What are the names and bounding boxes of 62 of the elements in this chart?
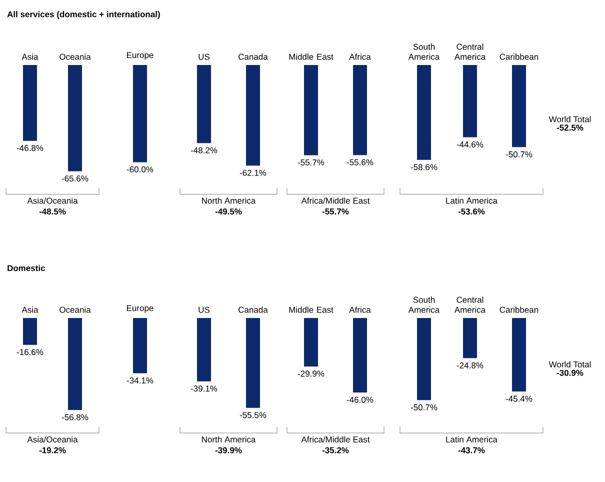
annotation: World Total: [548, 361, 591, 368]
text: -49.5%: [215, 208, 242, 214]
text: -48.5%: [39, 208, 66, 214]
text: Asia/Oceania: [27, 436, 78, 442]
x-tick-label: Europe: [126, 52, 154, 60]
data-label: -50.7%: [506, 151, 532, 158]
text: -35.2%: [322, 447, 349, 454]
text: -52.5%: [556, 124, 584, 131]
data-label: -16.6%: [16, 349, 44, 356]
data-label: -46.8%: [16, 145, 44, 152]
text: -30.9%: [556, 370, 584, 376]
data-label: -44.6%: [456, 141, 484, 148]
data-label: -56.8%: [62, 414, 88, 420]
x-tick-label: Oceania: [60, 54, 91, 60]
x-tick-label: US: [198, 306, 210, 313]
data-label: -62.1%: [240, 170, 266, 176]
data-label: -55.6%: [346, 159, 374, 166]
data-label: -50.7%: [410, 404, 438, 410]
data-label: -45.4%: [506, 396, 532, 402]
x-tick-label: Africa: [349, 54, 371, 60]
chart-title: Domestic: [8, 264, 46, 272]
data-label: -46.0%: [346, 396, 374, 403]
text: -43.7%: [458, 447, 485, 454]
x-tick-label: Middle East: [289, 306, 334, 313]
data-label: -48.2%: [190, 147, 218, 154]
text: -53.6%: [458, 208, 485, 215]
text: Asia/Oceania: [27, 197, 78, 204]
x-tick-label: Canada: [238, 306, 268, 313]
data-label: -58.6%: [410, 164, 438, 170]
x-tick-label: Middle East: [289, 54, 334, 60]
chart-title: All services (domestic + international): [7, 11, 160, 19]
data-label: -29.9%: [298, 370, 324, 377]
data-label: -60.0%: [126, 166, 154, 172]
x-tick-label: Africa: [349, 306, 371, 313]
data-label: -65.6%: [62, 175, 88, 182]
data-label: -39.1%: [190, 386, 218, 392]
x-tick-label: Central America: [454, 296, 486, 313]
x-tick-label: Asia: [22, 306, 38, 313]
data-label: -24.8%: [456, 362, 484, 368]
x-tick-label: US: [198, 54, 210, 60]
x-tick-label: Oceania: [60, 306, 91, 313]
x-tick-label: Asia: [22, 54, 38, 60]
text: North America: [202, 197, 256, 204]
data-label: -55.5%: [240, 412, 266, 418]
text: Africa/Middle East: [301, 197, 370, 204]
x-tick-label: South America: [408, 44, 440, 60]
text: -55.7%: [322, 208, 349, 214]
x-tick-label: Central America: [454, 44, 486, 60]
text: North America: [202, 436, 256, 442]
text: -39.9%: [215, 447, 242, 454]
x-tick-label: Canada: [238, 54, 268, 60]
x-tick-label: South America: [408, 296, 440, 313]
x-tick-label: Caribbean: [500, 54, 538, 60]
annotation: World Total: [548, 116, 591, 122]
x-tick-label: Caribbean: [500, 306, 538, 313]
text: Latin America: [446, 197, 498, 204]
text: Latin America: [446, 436, 498, 442]
data-label: -34.1%: [126, 377, 154, 384]
text: -19.2%: [39, 447, 66, 454]
text: Africa/Middle East: [301, 436, 370, 442]
data-label: -55.7%: [298, 159, 324, 166]
x-tick-label: Europe: [126, 305, 154, 313]
